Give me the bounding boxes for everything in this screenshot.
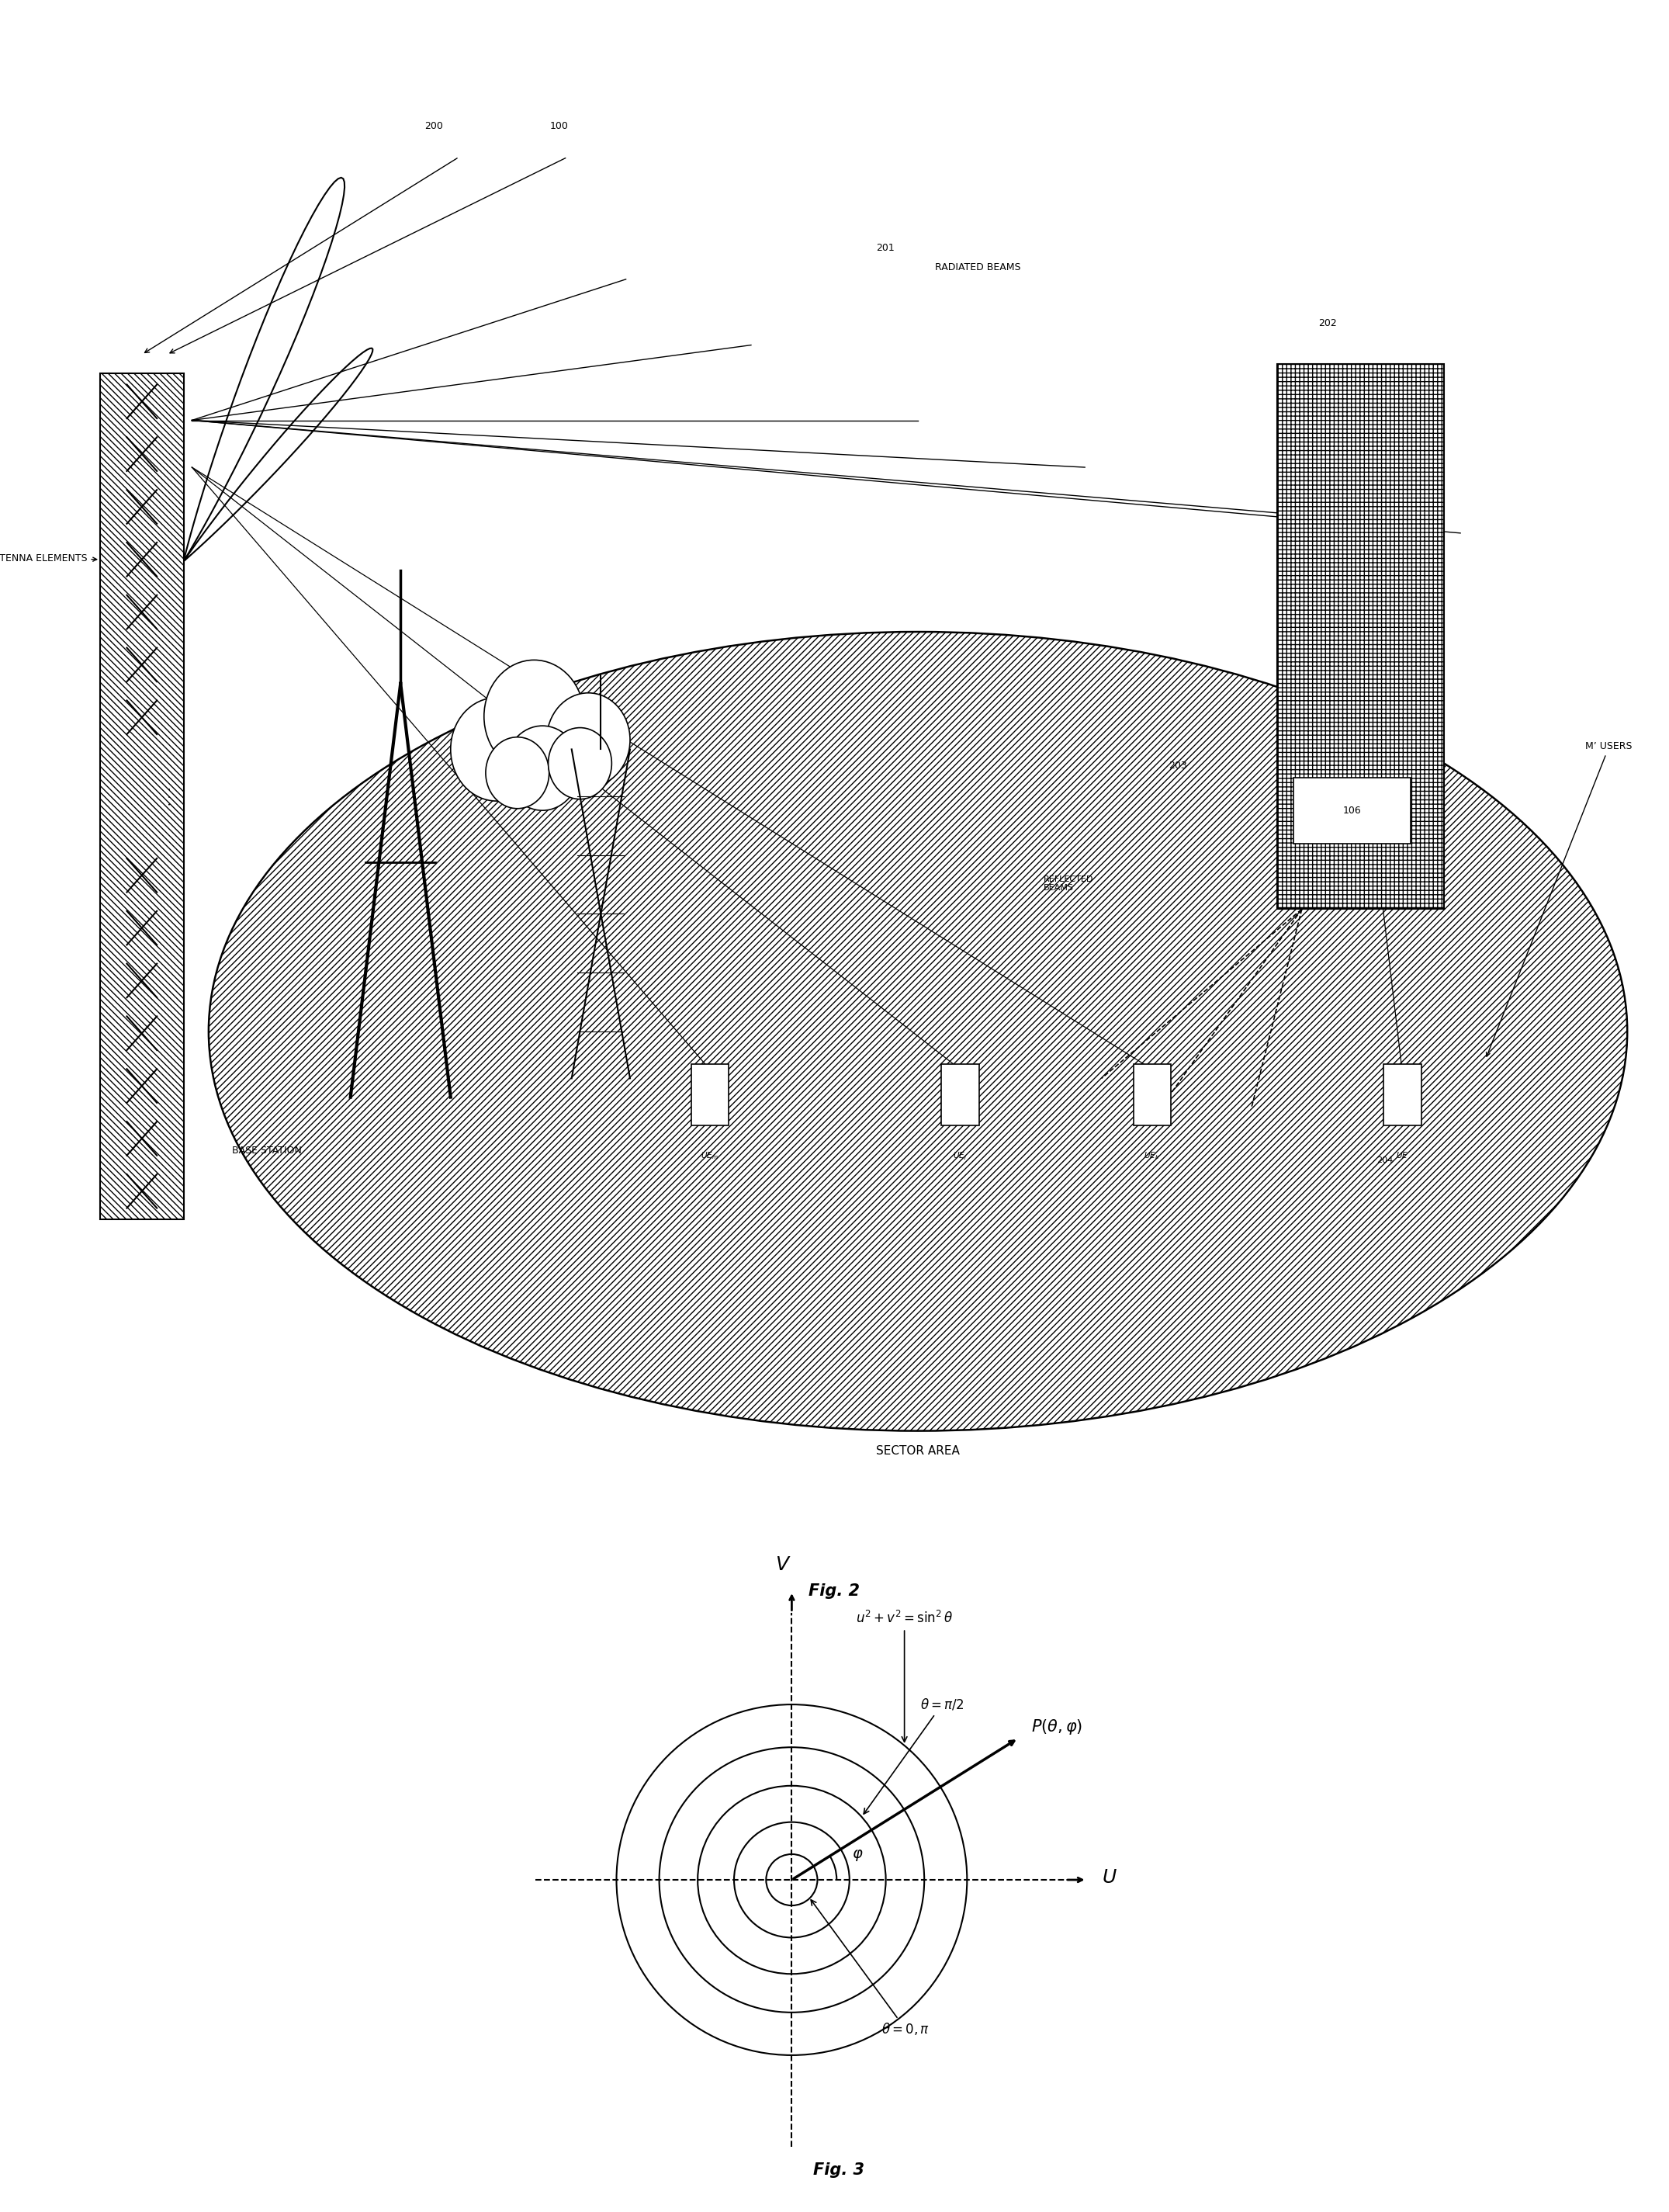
Text: 203: 203 bbox=[1168, 761, 1187, 770]
Text: $UE_k$: $UE_k$ bbox=[1143, 1150, 1160, 1161]
Circle shape bbox=[504, 726, 581, 810]
Text: $\varphi$: $\varphi$ bbox=[851, 1849, 863, 1863]
Circle shape bbox=[484, 659, 584, 772]
Text: $P(\theta,\varphi)$: $P(\theta,\varphi)$ bbox=[1031, 1719, 1083, 1736]
Text: 201: 201 bbox=[876, 243, 895, 254]
Text: 106: 106 bbox=[1342, 805, 1362, 816]
Text: Fig. 2: Fig. 2 bbox=[809, 1584, 860, 1599]
Bar bbox=[691, 1064, 728, 1126]
Text: $UE$: $UE$ bbox=[1395, 1150, 1409, 1159]
Text: BASE STATION: BASE STATION bbox=[232, 1146, 302, 1157]
Text: $UE_j$: $UE_j$ bbox=[953, 1150, 966, 1161]
Text: $\theta=\pi/2$: $\theta=\pi/2$ bbox=[865, 1697, 965, 1814]
Text: 100: 100 bbox=[549, 122, 569, 131]
Bar bbox=[941, 1064, 978, 1126]
Text: $U$: $U$ bbox=[1102, 1869, 1117, 1887]
Text: Fig. 3: Fig. 3 bbox=[813, 2163, 865, 2179]
Text: · · ·: · · · bbox=[165, 787, 177, 805]
Text: SECTOR AREA: SECTOR AREA bbox=[876, 1444, 960, 1458]
Text: $UE_m$: $UE_m$ bbox=[701, 1150, 718, 1161]
Circle shape bbox=[486, 737, 549, 810]
Text: $u^2+v^2=\sin^2\theta$: $u^2+v^2=\sin^2\theta$ bbox=[856, 1610, 953, 1741]
Text: REFLECTED
BEAMS: REFLECTED BEAMS bbox=[1043, 876, 1093, 891]
Text: M’ USERS: M’ USERS bbox=[1487, 741, 1632, 1057]
Bar bbox=[1384, 1064, 1422, 1126]
Circle shape bbox=[547, 728, 613, 799]
Ellipse shape bbox=[209, 633, 1627, 1431]
Text: 202: 202 bbox=[1319, 319, 1337, 330]
Bar bbox=[100, 374, 184, 1219]
Circle shape bbox=[547, 692, 631, 787]
Circle shape bbox=[451, 697, 542, 801]
Text: $\theta=0,\pi$: $\theta=0,\pi$ bbox=[811, 1900, 930, 2037]
Text: 200: 200 bbox=[424, 122, 444, 131]
Text: RADIATED BEAMS: RADIATED BEAMS bbox=[935, 261, 1020, 272]
Text: 204: 204 bbox=[1377, 1157, 1394, 1164]
Polygon shape bbox=[184, 177, 344, 562]
Bar bbox=[1133, 1064, 1172, 1126]
Polygon shape bbox=[184, 347, 372, 562]
Text: N ANTENNA ELEMENTS: N ANTENNA ELEMENTS bbox=[0, 553, 97, 564]
Text: $V$: $V$ bbox=[774, 1555, 791, 1575]
Bar bbox=[1293, 779, 1410, 843]
Bar bbox=[1277, 363, 1444, 909]
